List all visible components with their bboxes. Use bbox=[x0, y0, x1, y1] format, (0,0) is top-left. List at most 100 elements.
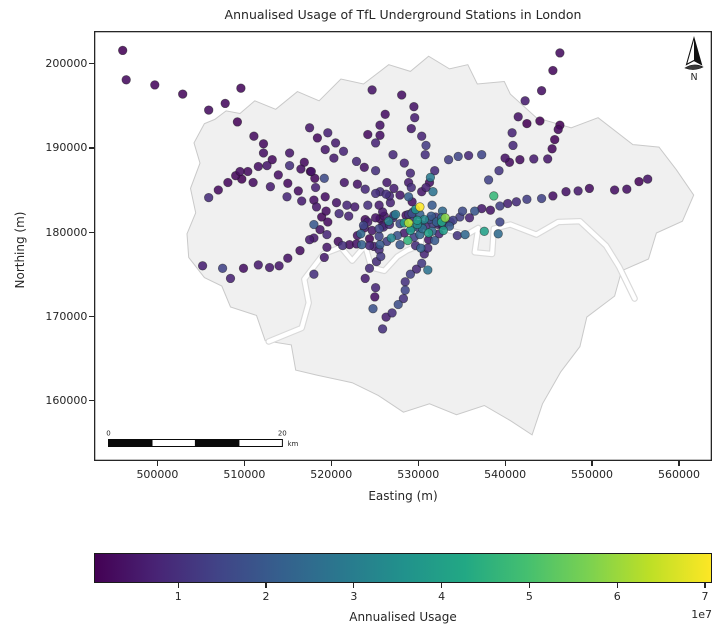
station-dot bbox=[485, 205, 496, 215]
station-dot bbox=[238, 263, 249, 273]
station-dot bbox=[337, 240, 348, 251]
station-dot bbox=[489, 191, 499, 201]
station-dot bbox=[225, 273, 236, 284]
station-dot bbox=[440, 213, 450, 223]
station-dot bbox=[249, 131, 259, 141]
station-dot bbox=[367, 85, 377, 95]
station-dot bbox=[529, 154, 539, 164]
north-arrow-label: N bbox=[690, 72, 697, 83]
station-dot bbox=[323, 128, 333, 138]
station-dot bbox=[329, 153, 339, 163]
colorbar-tick bbox=[528, 583, 530, 588]
station-dot bbox=[321, 206, 331, 216]
y-tick-label: 170000 bbox=[45, 309, 88, 323]
station-dot bbox=[493, 229, 503, 239]
x-tick bbox=[504, 461, 506, 466]
station-dot bbox=[376, 251, 386, 262]
station-dot bbox=[232, 117, 243, 127]
station-dot bbox=[438, 225, 449, 236]
station-dot bbox=[375, 120, 385, 130]
station-dot bbox=[322, 242, 332, 252]
station-dot bbox=[342, 200, 352, 210]
y-tick-label: 200000 bbox=[45, 57, 88, 71]
scalebar-start-label: 0 bbox=[106, 430, 110, 438]
x-tick-label: 530000 bbox=[397, 468, 440, 481]
station-dot bbox=[420, 150, 430, 160]
colorbar-tick-label: 6 bbox=[613, 590, 621, 603]
x-tick bbox=[678, 461, 680, 466]
station-dot bbox=[282, 192, 292, 202]
station-dot bbox=[311, 202, 322, 212]
x-tick-label: 500000 bbox=[136, 468, 179, 481]
station-dot bbox=[393, 299, 403, 310]
station-dot bbox=[320, 192, 330, 202]
y-tick bbox=[89, 315, 94, 317]
station-dot bbox=[548, 65, 558, 76]
scalebar-segment bbox=[108, 439, 153, 447]
station-dot bbox=[304, 123, 315, 133]
station-dot bbox=[507, 128, 517, 138]
station-dot bbox=[495, 201, 505, 211]
station-dot bbox=[609, 185, 620, 195]
station-dot bbox=[319, 252, 329, 263]
colorbar-tick-label: 3 bbox=[350, 590, 358, 603]
y-tick-label: 190000 bbox=[45, 141, 88, 155]
station-dot bbox=[204, 192, 214, 203]
station-dot bbox=[388, 150, 398, 160]
station-dot bbox=[515, 155, 525, 165]
station-dot bbox=[267, 155, 277, 165]
station-dot bbox=[309, 269, 319, 279]
x-tick-label: 510000 bbox=[223, 468, 266, 481]
station-dot bbox=[351, 156, 362, 167]
station-dot bbox=[363, 200, 373, 210]
station-dot bbox=[370, 166, 381, 176]
chart-title: Annualised Usage of TfL Underground Stat… bbox=[224, 7, 582, 22]
station-dot bbox=[536, 193, 547, 204]
station-dot bbox=[555, 48, 565, 58]
station-dot bbox=[386, 233, 396, 243]
station-dot bbox=[309, 219, 319, 230]
station-dot bbox=[359, 162, 369, 172]
station-dot bbox=[400, 277, 410, 287]
station-dot bbox=[253, 260, 263, 270]
station-dot bbox=[121, 75, 131, 85]
station-dot bbox=[470, 206, 480, 216]
station-dot bbox=[370, 213, 381, 223]
station-dot bbox=[405, 225, 416, 236]
station-dot bbox=[297, 196, 307, 206]
station-dot bbox=[352, 179, 363, 189]
station-dot bbox=[178, 89, 188, 99]
station-dot bbox=[356, 229, 366, 239]
station-dot bbox=[283, 253, 293, 263]
station-dot bbox=[430, 235, 440, 246]
station-dot bbox=[584, 183, 595, 194]
station-dot bbox=[430, 166, 440, 176]
station-dot bbox=[400, 285, 410, 295]
station-dot bbox=[550, 134, 560, 145]
station-dot bbox=[264, 262, 275, 273]
station-dot bbox=[118, 45, 128, 56]
station-dot bbox=[535, 116, 545, 126]
station-dot bbox=[334, 208, 344, 219]
station-dot bbox=[368, 304, 378, 314]
station-dot bbox=[265, 182, 276, 192]
plot-border bbox=[94, 31, 712, 461]
map-layers bbox=[108, 45, 695, 447]
station-dot bbox=[520, 96, 530, 106]
station-dot bbox=[204, 105, 214, 115]
station-dot bbox=[323, 217, 333, 227]
station-dot bbox=[622, 184, 632, 194]
station-dot bbox=[364, 240, 375, 251]
y-tick bbox=[89, 399, 94, 401]
station-dot bbox=[375, 130, 385, 140]
station-dot bbox=[197, 261, 208, 271]
station-dot bbox=[284, 160, 295, 171]
station-dot bbox=[403, 192, 414, 202]
station-dot bbox=[382, 177, 392, 188]
station-dot bbox=[634, 176, 644, 187]
colorbar-tick-label: 4 bbox=[438, 590, 446, 603]
station-dot bbox=[377, 324, 388, 334]
station-dot bbox=[370, 138, 381, 148]
y-tick-label: 180000 bbox=[45, 225, 88, 239]
station-dot bbox=[384, 216, 394, 226]
